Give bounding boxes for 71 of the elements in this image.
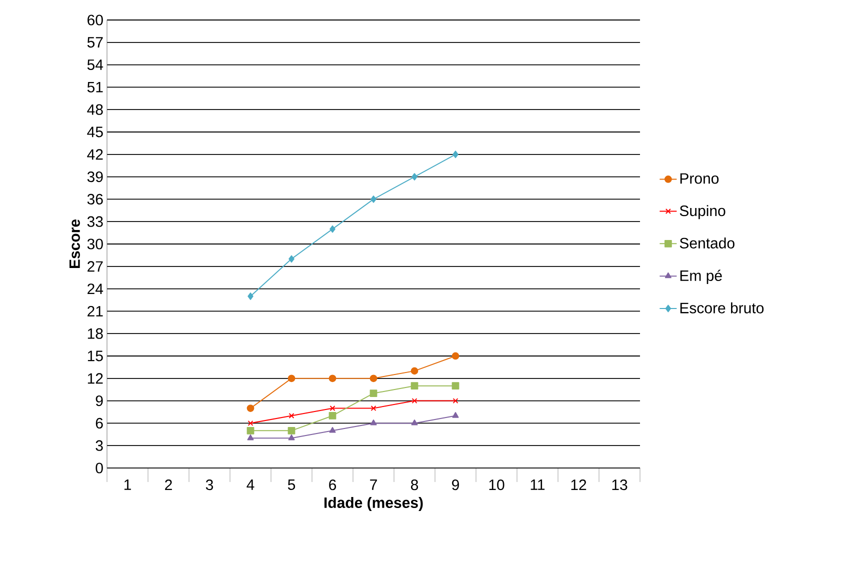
x-axis-title: Idade (meses) (324, 496, 423, 511)
y-tick-label: 51 (87, 82, 103, 92)
point (370, 420, 377, 426)
y-tick-label: 15 (88, 350, 103, 362)
y-tick-label: 3 (96, 440, 103, 451)
legend-label: Escore bruto (680, 302, 764, 314)
y-tick-label: 60 (88, 14, 103, 26)
y-tick-label: 36 (87, 194, 103, 204)
x-tick-label: 3 (206, 480, 214, 490)
x-tick-label: 4 (246, 480, 254, 490)
y-tick-label: 48 (87, 104, 103, 115)
legend-label: Em pé (680, 270, 722, 284)
x-tick-label: 10 (489, 480, 504, 490)
x-tick-label: 5 (288, 480, 296, 490)
point (288, 374, 296, 382)
point (247, 434, 254, 440)
y-tick-label: 54 (87, 60, 104, 70)
point (410, 367, 418, 375)
y-tick-label: 12 (88, 373, 103, 384)
point (452, 150, 458, 158)
point (288, 255, 294, 263)
y-tick-label: 0 (96, 462, 103, 474)
x-tick-label: 2 (165, 480, 172, 490)
y-tick-label: 24 (88, 284, 104, 294)
y-tick-label: 6 (96, 418, 103, 429)
point (370, 406, 376, 412)
point (370, 390, 378, 398)
y-axis-title: Escore (69, 220, 80, 268)
point (288, 426, 296, 434)
point (328, 374, 336, 382)
point (452, 382, 460, 390)
y-tick-label: 42 (87, 149, 103, 160)
y-tick-label: 33 (87, 216, 103, 227)
y-tick-label: 21 (88, 306, 103, 316)
point (288, 434, 295, 440)
point (370, 374, 378, 382)
legend-label: Prono (680, 173, 719, 184)
legend-label: Supino (680, 205, 726, 220)
point (411, 420, 418, 426)
point (330, 225, 336, 233)
y-tick-label: 30 (87, 238, 103, 250)
point (452, 398, 458, 404)
point (370, 196, 376, 203)
point (248, 420, 254, 426)
point (248, 292, 254, 300)
point (328, 412, 336, 420)
y-tick-label: 57 (87, 37, 103, 48)
point (412, 398, 418, 404)
point (452, 352, 460, 360)
y-tick-label: 9 (96, 395, 103, 406)
point (452, 412, 459, 418)
legend-label: Sentado (680, 237, 734, 248)
point (330, 406, 336, 412)
x-tick-label: 7 (370, 480, 377, 490)
x-tick-label: 12 (571, 480, 586, 490)
y-tick-label: 39 (87, 171, 103, 182)
y-tick-label: 27 (88, 261, 103, 272)
x-tick-label: 6 (329, 480, 336, 490)
x-tick-label: 13 (612, 480, 628, 490)
y-tick-label: 45 (87, 126, 103, 138)
point (288, 412, 294, 418)
y-tick-label: 18 (88, 328, 103, 339)
point (410, 382, 418, 390)
x-tick-label: 1 (124, 480, 131, 490)
x-tick-label: 11 (530, 480, 545, 490)
point (246, 426, 254, 434)
x-tick-label: 8 (410, 480, 418, 490)
x-tick-label: 9 (452, 480, 459, 490)
point (329, 426, 336, 433)
point (246, 404, 254, 412)
point (412, 173, 418, 180)
